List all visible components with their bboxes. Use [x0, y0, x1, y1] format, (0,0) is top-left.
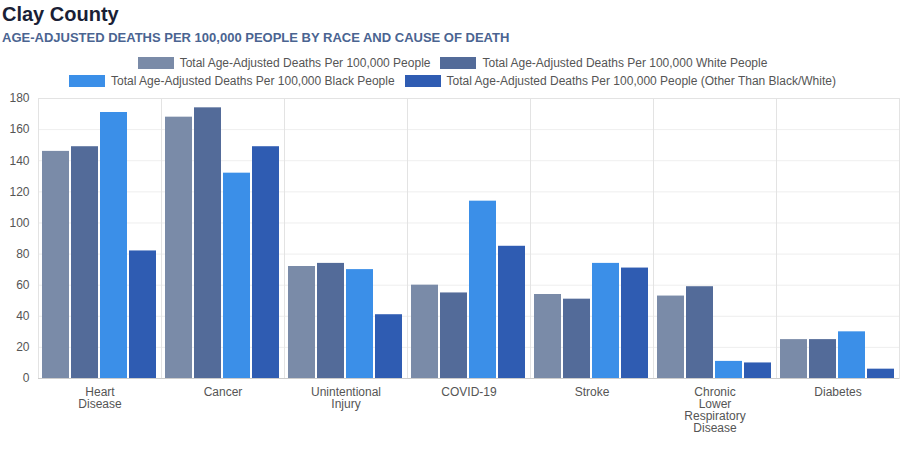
svg-text:ChronicLowerRespiratoryDisease: ChronicLowerRespiratoryDisease: [684, 385, 745, 435]
svg-text:60: 60: [16, 278, 30, 292]
html-text:Total Age-Adjusted Deaths Per: Total Age-Adjusted Deaths Per 100,000 Wh…: [482, 56, 768, 70]
svg-text:UnintentionalInjury: UnintentionalInjury: [311, 385, 381, 411]
svg-text:80: 80: [16, 247, 30, 261]
svg-text:100: 100: [9, 216, 29, 230]
html-text:Total Age-Adjusted Deaths Per: Total Age-Adjusted Deaths Per 100,000 Pe…: [179, 56, 431, 70]
svg-text:HeartDisease: HeartDisease: [78, 385, 122, 411]
svg-text:160: 160: [9, 122, 29, 136]
svg-text:0: 0: [23, 371, 30, 385]
html-text:Total Age-Adjusted Deaths Per: Total Age-Adjusted Deaths Per 100,000 Bl…: [111, 74, 395, 88]
svg-text:COVID-19: COVID-19: [441, 385, 497, 399]
html-text:Total Age-Adjusted Deaths Per: Total Age-Adjusted Deaths Per 100,000 Pe…: [446, 74, 836, 88]
html-text:AGE-ADJUSTED DEATHS PER 100,00: AGE-ADJUSTED DEATHS PER 100,000 PEOPLE B…: [2, 30, 510, 45]
svg-text:20: 20: [16, 340, 30, 354]
svg-text:140: 140: [9, 154, 29, 168]
svg-text:180: 180: [9, 91, 29, 105]
svg-text:120: 120: [9, 185, 29, 199]
html-text:Clay County: Clay County: [2, 3, 119, 25]
svg-text:Cancer: Cancer: [204, 385, 243, 399]
svg-text:40: 40: [16, 309, 30, 323]
svg-text:Stroke: Stroke: [575, 385, 610, 399]
svg-text:Diabetes: Diabetes: [814, 385, 861, 399]
